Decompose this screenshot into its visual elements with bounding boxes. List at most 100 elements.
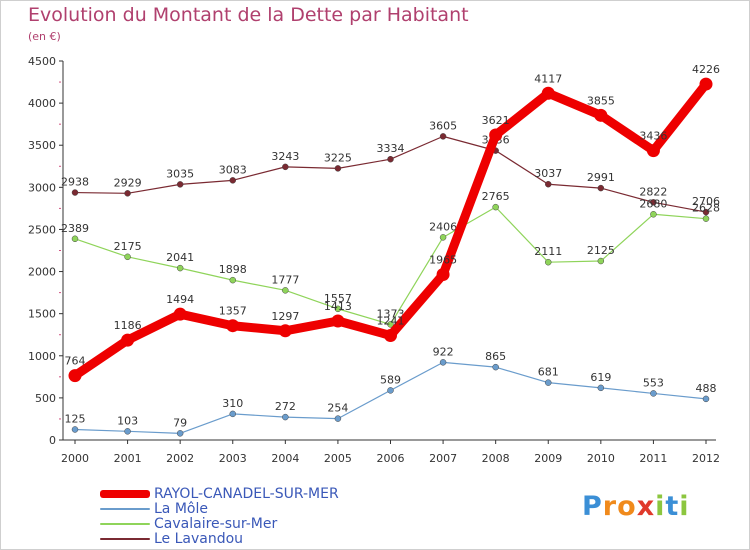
data-label: 2991 [587,171,615,184]
data-point [334,305,342,313]
data-point [545,180,552,188]
data-label: 1557 [324,292,352,305]
data-label: 2680 [639,197,667,210]
data-label: 272 [275,400,296,413]
data-label: 2628 [692,202,720,215]
data-label: 2406 [429,220,457,233]
data-point [124,190,131,197]
data-point [646,144,660,158]
y-tick-label: 1000 [28,350,56,363]
data-point [121,333,135,347]
data-point [699,77,713,91]
data-point [439,359,447,366]
data-point [71,235,79,243]
x-tick-label: 2001 [114,452,142,465]
data-label: 3334 [377,142,405,155]
data-point [176,430,184,437]
data-point [282,287,289,294]
x-tick-label: 2005 [324,452,352,465]
data-point [229,410,236,418]
legend-item-le-lavandou: Le Lavandou [100,531,243,547]
data-point [331,314,345,328]
x-tick-label: 2002 [166,452,194,465]
logo-letter: P [582,491,603,522]
x-tick-label: 2009 [534,452,562,465]
data-point [387,387,394,394]
y-tick-label: 3000 [28,181,56,194]
data-label: 3035 [166,167,194,180]
data-point [492,363,499,371]
data-point [650,199,657,206]
data-label: 764 [65,355,86,368]
data-label: 3436 [639,130,667,143]
data-point [597,257,605,265]
data-point [71,189,79,196]
data-point [439,234,447,241]
data-point [334,165,342,172]
data-point [176,181,184,188]
data-label: 619 [590,371,611,384]
data-point [229,276,236,284]
data-point [282,413,289,421]
data-point [173,307,187,321]
data-label: 1965 [429,254,457,267]
data-label: 865 [485,350,506,363]
logo-letter: i [679,491,690,522]
data-label: 79 [173,416,187,429]
data-label: 3225 [324,151,352,164]
logo-letter: t [665,491,680,522]
x-tick-label: 2000 [61,452,89,465]
data-point [226,319,240,333]
legend-swatch [100,523,150,525]
data-label: 4117 [534,72,562,85]
data-label: 2938 [61,176,89,189]
data-label: 3037 [534,167,562,180]
data-label: 125 [65,412,86,425]
legend-item-la-mole: La Môle [100,501,208,517]
data-label: 488 [696,382,717,395]
data-point [124,253,131,261]
data-label: 2175 [114,240,142,253]
y-tick-label: 2500 [28,223,56,236]
data-label: 3855 [587,94,615,107]
data-point [282,163,289,171]
data-label: 589 [380,373,401,386]
data-point [278,324,292,338]
chart-subtitle: (en €) [28,30,61,43]
x-tick-label: 2007 [429,452,457,465]
data-label: 3083 [219,163,247,176]
data-label: 2706 [692,195,720,208]
data-point [334,415,342,422]
data-point [387,155,394,163]
y-tick-label: 4500 [28,55,56,68]
data-point [492,203,499,211]
legend-swatch [100,490,150,498]
data-point [650,211,657,218]
legend-swatch [100,508,150,510]
data-label: 1898 [219,263,247,276]
x-tick-label: 2011 [639,452,667,465]
legend-label: Cavalaire-sur-Mer [154,516,278,532]
data-label: 1494 [166,293,194,306]
data-point [489,128,503,142]
x-tick-label: 2004 [271,452,299,465]
legend-swatch [100,538,150,540]
legend-item-rayol: RAYOL-CANADEL-SUR-MER [100,486,339,502]
y-tick-label: 4000 [28,97,56,110]
data-point [124,428,131,435]
data-point [384,328,397,342]
data-point [545,379,552,386]
data-point [545,258,552,266]
data-label: 2822 [639,185,667,198]
data-label: 1373 [377,307,405,320]
data-label: 4226 [692,63,720,76]
logo-letter: o [617,491,637,522]
logo-letter: i [655,491,666,522]
data-label: 1186 [114,319,142,332]
data-label: 1241 [377,314,405,327]
data-label: 3605 [429,119,457,132]
data-label: 254 [327,402,348,415]
data-point [702,208,710,216]
data-point [702,215,710,222]
